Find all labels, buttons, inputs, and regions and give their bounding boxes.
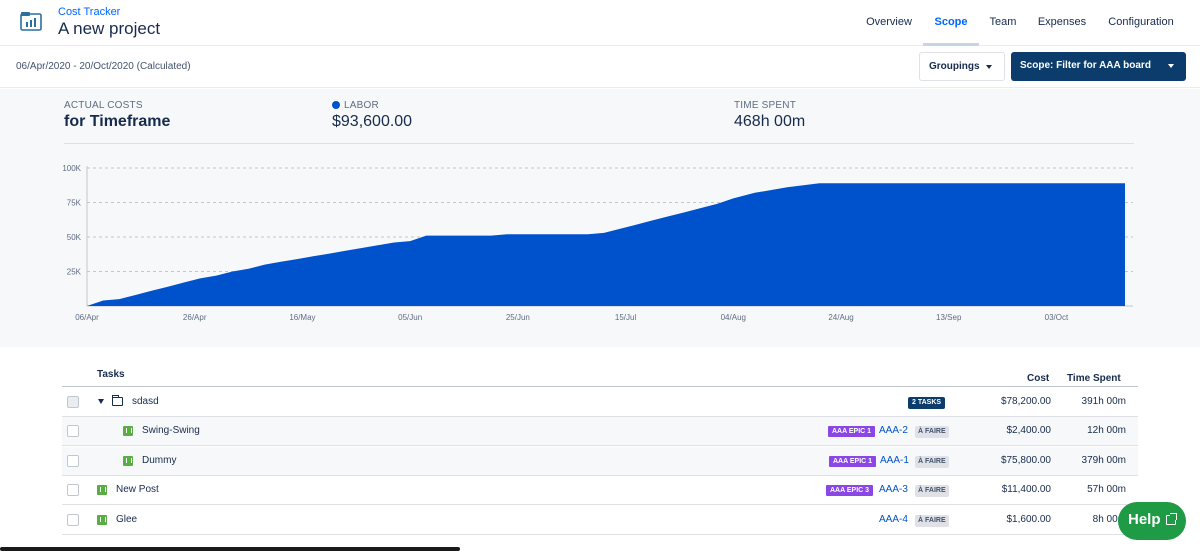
summary-divider (64, 143, 1134, 144)
tab-configuration[interactable]: Configuration (1108, 16, 1174, 28)
tab-overview[interactable]: Overview (866, 16, 912, 28)
table-row[interactable]: Swing-Swing AAA EPIC 1 AAA-2 À FAIRE $2,… (62, 417, 1138, 446)
epic-badge[interactable]: AAA EPIC 3 (826, 485, 874, 496)
chevron-down-icon (1168, 64, 1174, 68)
task-cost: $2,400.00 (1006, 425, 1052, 436)
time-spent-value: 468h 00m (734, 113, 806, 130)
y-tick-label: 100K (62, 164, 81, 173)
help-label: Help (1128, 511, 1161, 528)
task-cost: $75,800.00 (1000, 455, 1051, 466)
cost-column-header: Cost (1027, 373, 1050, 384)
row-checkbox[interactable] (67, 514, 79, 526)
issue-key-link[interactable]: AAA-1 (880, 455, 909, 466)
task-cost: $78,200.00 (1000, 396, 1051, 407)
chevron-down-icon[interactable] (98, 399, 104, 404)
story-icon (123, 426, 133, 436)
y-tick-label: 75K (67, 199, 82, 208)
chevron-down-icon (986, 65, 992, 69)
task-time-spent: 8h 00m (1092, 514, 1126, 525)
status-badge: À FAIRE (915, 456, 949, 468)
story-icon (97, 515, 107, 525)
x-tick-label: 25/Jun (506, 313, 530, 322)
task-cost: $1,600.00 (1006, 514, 1052, 525)
labor-label: LABOR (344, 100, 379, 111)
x-tick-label: 24/Aug (828, 313, 853, 322)
groupings-dropdown[interactable]: Groupings (919, 52, 1005, 81)
actual-costs-label: ACTUAL COSTS (64, 100, 143, 111)
table-row[interactable]: New Post AAA EPIC 3 AAA-3 À FAIRE $11,40… (62, 476, 1138, 505)
row-checkbox[interactable] (67, 396, 79, 408)
x-tick-label: 06/Apr (75, 313, 99, 322)
task-name[interactable]: Dummy (142, 455, 177, 466)
page-title: A new project (58, 19, 161, 38)
labor-value: $93,600.00 (332, 113, 413, 130)
status-badge: À FAIRE (915, 426, 949, 438)
x-tick-label: 05/Jun (398, 313, 422, 322)
x-tick-label: 04/Aug (721, 313, 746, 322)
x-tick-label: 16/May (289, 313, 315, 322)
task-name[interactable]: New Post (116, 484, 159, 495)
epic-badge[interactable]: AAA EPIC 1 (829, 456, 877, 467)
tasks-column-header: Tasks (97, 369, 125, 380)
issue-key-link[interactable]: AAA-2 (879, 425, 908, 436)
status-badge: À FAIRE (915, 515, 949, 527)
task-count-badge: 2 TASKS (908, 397, 946, 409)
task-name[interactable]: Glee (116, 514, 138, 525)
y-tick-label: 50K (67, 233, 82, 242)
story-icon (123, 456, 133, 466)
tab-team[interactable]: Team (989, 16, 1017, 28)
time-spent-column-header: Time Spent (1067, 373, 1121, 384)
window-scrollbar[interactable] (0, 547, 460, 551)
labor-legend: LABOR (332, 100, 379, 111)
status-badge: À FAIRE (915, 485, 949, 497)
task-name[interactable]: sdasd (132, 396, 159, 407)
task-time-spent: 57h 00m (1087, 484, 1126, 495)
tab-expenses[interactable]: Expenses (1037, 16, 1087, 28)
x-tick-label: 13/Sep (936, 313, 962, 322)
row-checkbox[interactable] (67, 484, 79, 496)
x-tick-label: 15/Jul (615, 313, 637, 322)
table-row[interactable]: Dummy AAA EPIC 1 AAA-1 À FAIRE $75,800.0… (62, 447, 1138, 476)
table-row[interactable]: sdasd 2 TASKS $78,200.00 391h 00m (62, 388, 1138, 417)
task-time-spent: 12h 00m (1087, 425, 1126, 436)
y-tick-label: 25K (67, 268, 82, 277)
chart-panel: ACTUAL COSTS for Timeframe LABOR $93,600… (0, 89, 1200, 347)
cost-tracker-logo-icon (20, 12, 42, 31)
table-header-divider (62, 386, 1138, 387)
row-checkbox[interactable] (67, 455, 79, 467)
scope-filter-label: Scope: Filter for AAA board (1020, 60, 1151, 71)
epic-badge[interactable]: AAA EPIC 1 (828, 426, 876, 437)
date-range: 06/Apr/2020 - 20/Oct/2020 (Calculated) (16, 61, 191, 72)
task-cost: $11,400.00 (1001, 484, 1051, 495)
issue-key-link[interactable]: AAA-3 (879, 484, 908, 495)
filter-bar: 06/Apr/2020 - 20/Oct/2020 (Calculated) G… (0, 46, 1200, 88)
labor-area-series (87, 177, 1125, 306)
tab-scope[interactable]: Scope (923, 0, 979, 46)
groupings-label: Groupings (929, 61, 980, 72)
task-name[interactable]: Swing-Swing (142, 425, 200, 436)
labor-cost-chart: 25K 50K 75K 100K 06/Apr 26/Apr 16/May 05/Jun 25/… (62, 164, 1133, 322)
scope-filter-dropdown[interactable]: Scope: Filter for AAA board (1011, 52, 1186, 81)
task-time-spent: 379h 00m (1081, 455, 1126, 466)
external-link-icon (1166, 513, 1177, 525)
x-tick-label: 03/Oct (1045, 313, 1069, 322)
time-spent-label: TIME SPENT (734, 100, 797, 111)
help-button[interactable]: Help (1118, 502, 1186, 540)
app-name[interactable]: Cost Tracker (58, 6, 121, 18)
row-checkbox[interactable] (67, 425, 79, 437)
folder-icon (112, 395, 123, 406)
labor-dot-icon (332, 101, 340, 109)
issue-key-link[interactable]: AAA-4 (879, 514, 908, 525)
x-tick-label: 26/Apr (183, 313, 207, 322)
story-icon (97, 485, 107, 495)
actual-costs-value: for Timeframe (64, 113, 171, 130)
table-row[interactable]: Glee AAA-4 À FAIRE $1,600.00 8h 00m (62, 506, 1138, 535)
app-header: Cost Tracker A new project Overview Scop… (0, 0, 1200, 46)
task-time-spent: 391h 00m (1081, 396, 1126, 407)
